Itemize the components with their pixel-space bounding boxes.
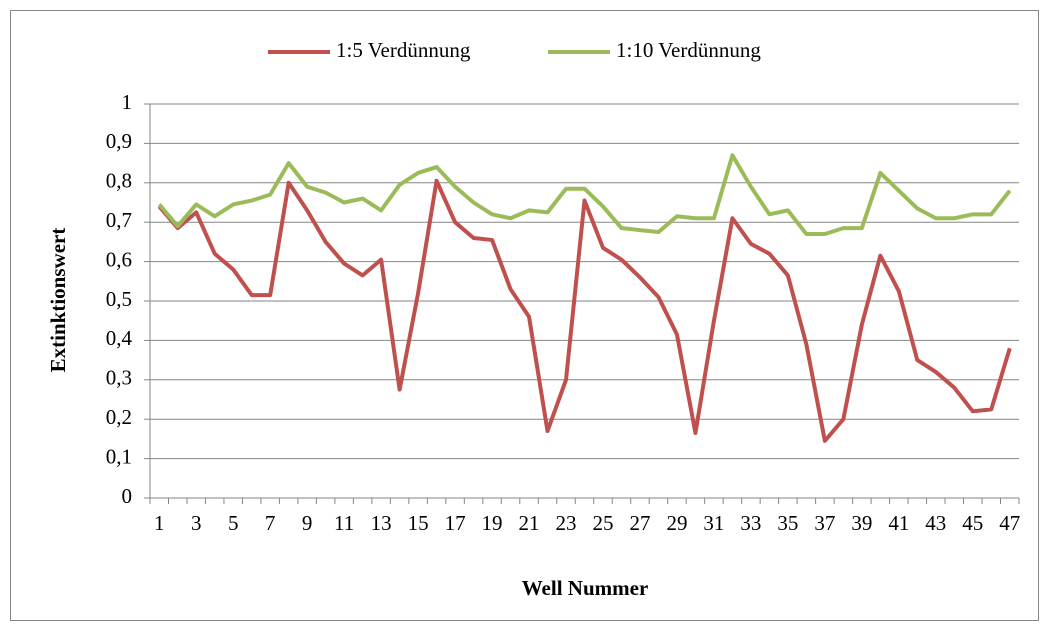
x-tick-label: 17: [445, 511, 466, 535]
x-tick-label: 5: [228, 511, 239, 535]
y-tick-label: 0,7: [106, 208, 132, 232]
chart-frame: [10, 10, 1039, 621]
x-tick-label: 39: [851, 511, 872, 535]
x-tick-label: 15: [408, 511, 429, 535]
x-tick-label: 37: [814, 511, 835, 535]
x-tick-label: 45: [962, 511, 983, 535]
legend-label: 1:5 Verdünnung: [336, 38, 471, 62]
x-tick-label: 21: [519, 511, 540, 535]
x-tick-label: 3: [191, 511, 202, 535]
x-tick-label: 7: [265, 511, 276, 535]
x-tick-label: 9: [302, 511, 313, 535]
x-tick-label: 19: [482, 511, 503, 535]
y-tick-label: 0: [122, 484, 133, 508]
x-tick-label: 11: [334, 511, 354, 535]
x-tick-label: 29: [666, 511, 687, 535]
x-tick-label: 41: [888, 511, 909, 535]
x-tick-label: 1: [154, 511, 165, 535]
y-tick-label: 0,5: [106, 287, 132, 311]
x-tick-label: 35: [777, 511, 798, 535]
x-tick-label: 47: [999, 511, 1020, 535]
y-tick-label: 0,2: [106, 405, 132, 429]
x-tick-label: 27: [629, 511, 650, 535]
x-tick-label: 31: [703, 511, 724, 535]
legend-label: 1:10 Verdünnung: [616, 38, 761, 62]
y-axis-label: Extinktionswert: [46, 228, 70, 373]
y-tick-label: 0,9: [106, 129, 132, 153]
line-series: [157, 153, 1012, 237]
y-tick-label: 1: [122, 90, 133, 114]
x-tick-label: 13: [371, 511, 392, 535]
x-tick-label: 23: [556, 511, 577, 535]
x-axis-label: Well Nummer: [522, 576, 649, 600]
x-tick-label: 43: [925, 511, 946, 535]
y-tick-label: 0,1: [106, 444, 132, 468]
y-tick-label: 0,6: [106, 247, 132, 271]
x-tick-label: 33: [740, 511, 761, 535]
x-tick-label: 25: [592, 511, 613, 535]
line-series: [157, 178, 1012, 443]
y-tick-label: 0,3: [106, 366, 132, 390]
y-tick-label: 0,8: [106, 169, 132, 193]
y-tick-label: 0,4: [106, 326, 133, 350]
